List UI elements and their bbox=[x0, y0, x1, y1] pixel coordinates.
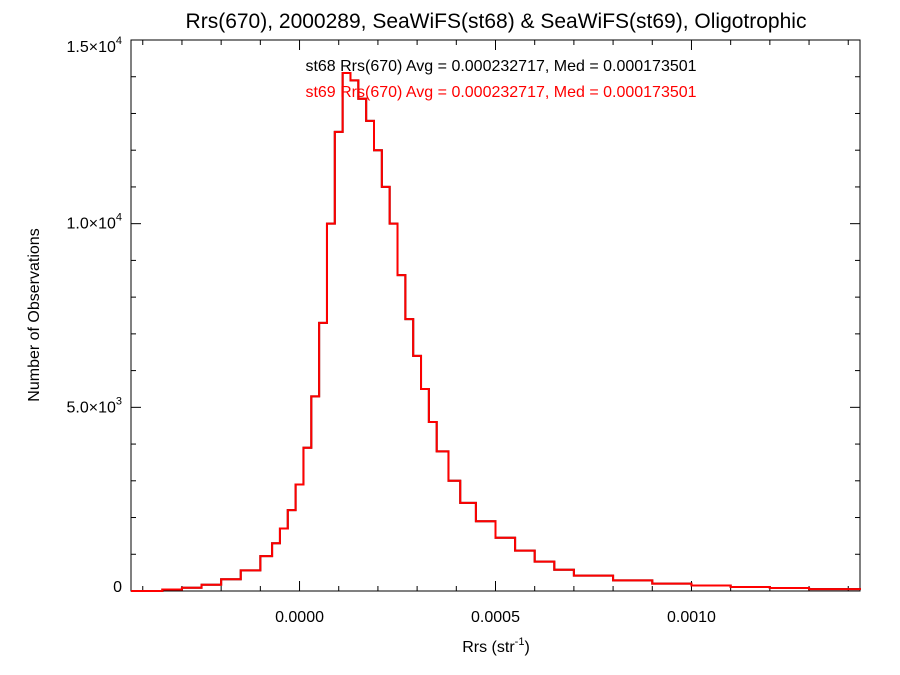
y-tick-label: 1.5×104 bbox=[66, 35, 122, 56]
series-st69-line bbox=[131, 72, 861, 592]
x-tick-labels: 0.0000 0.0005 0.0010 bbox=[275, 609, 716, 626]
y-tick-labels: 0 5.0×103 1.0×104 1.5×104 bbox=[66, 35, 122, 596]
annotation-st68: st68 Rrs(670) Avg = 0.000232717, Med = 0… bbox=[305, 58, 696, 75]
series-st68-line bbox=[131, 72, 861, 592]
plot-frame bbox=[130, 39, 861, 592]
series-layer bbox=[131, 72, 861, 592]
axis-ticks bbox=[131, 39, 860, 592]
x-tick-label: 0.0000 bbox=[275, 609, 324, 626]
x-axis-label: Rrs (str-1) bbox=[462, 636, 530, 656]
y-tick-label: 5.0×103 bbox=[66, 395, 122, 416]
y-tick-label: 0 bbox=[113, 579, 122, 596]
y-axis-label: Number of Observations bbox=[26, 228, 43, 401]
annotation-st69: st69 Rrs(670) Avg = 0.000232717, Med = 0… bbox=[305, 84, 696, 101]
chart-title: Rrs(670), 2000289, SeaWiFS(st68) & SeaWi… bbox=[186, 10, 807, 33]
y-tick-label: 1.0×104 bbox=[66, 212, 122, 233]
x-tick-label: 0.0005 bbox=[471, 609, 520, 626]
x-tick-label: 0.0010 bbox=[667, 609, 716, 626]
